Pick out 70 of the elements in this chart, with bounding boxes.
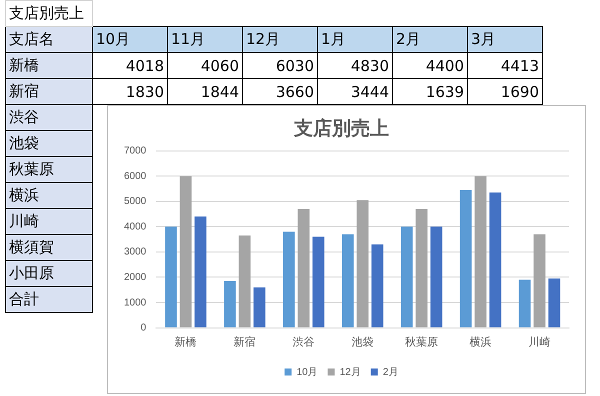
text: 1690 — [468, 78, 542, 104]
bar — [254, 287, 266, 328]
y-tick-label: 1000 — [124, 297, 147, 308]
category-label: 横須賀 — [9, 238, 54, 256]
category-label: 合計 — [9, 290, 39, 308]
text: 6030 — [242, 52, 318, 78]
category-label: 2月 — [392, 26, 468, 52]
y-tick-label: 2000 — [124, 272, 147, 283]
bar — [400, 226, 413, 328]
text: 4060 — [168, 52, 242, 78]
bar — [180, 176, 192, 328]
x-tick-label: 横浜 — [470, 335, 492, 348]
bar — [518, 280, 531, 328]
x-tick-label: 池袋 — [352, 335, 374, 348]
x-tick-label: 新橋 — [174, 335, 197, 348]
text: 1639 — [392, 78, 468, 104]
bar — [224, 281, 236, 328]
text: 4018 — [92, 52, 168, 78]
category-label: 新宿 — [9, 82, 39, 100]
bar — [342, 234, 354, 328]
category-label: 川崎 — [9, 212, 39, 230]
category-label: 横浜 — [9, 186, 39, 204]
text: 4413 — [468, 52, 542, 78]
text: 4400 — [392, 52, 468, 78]
bar — [312, 236, 324, 328]
bar — [194, 216, 206, 328]
bar — [165, 226, 177, 328]
category-label: 12月 — [242, 26, 318, 52]
category-label: 11月 — [168, 26, 242, 52]
bar — [534, 234, 546, 328]
y-tick-label: 4000 — [124, 221, 147, 232]
text: 1844 — [168, 78, 242, 104]
category-label: 小田原 — [9, 264, 54, 282]
legend-label: 12月 — [340, 366, 361, 378]
category-label: 秋葉原 — [9, 160, 54, 178]
bar — [298, 208, 310, 328]
text: 1830 — [92, 78, 168, 104]
bar — [460, 190, 472, 328]
category-label: 3月 — [468, 26, 542, 52]
y-tick-label: 0 — [140, 322, 147, 334]
category-label: 池袋 — [9, 134, 39, 152]
x-tick-label: 渋谷 — [292, 335, 315, 348]
chart-title: 支店別売上 — [293, 117, 389, 140]
bar — [283, 232, 295, 328]
text: 3444 — [318, 78, 392, 104]
text: 3660 — [242, 78, 318, 104]
bar — [238, 236, 251, 328]
bar — [474, 176, 486, 328]
text: 4830 — [318, 52, 392, 78]
y-tick-label: 3000 — [124, 246, 147, 258]
bar — [489, 192, 502, 328]
legend-label: 10月 — [296, 366, 318, 378]
y-tick-label: 7000 — [124, 146, 147, 157]
y-tick-label: 5000 — [124, 196, 147, 208]
x-tick-label: 川崎 — [528, 335, 551, 348]
category-label: 渋谷 — [9, 108, 39, 126]
x-tick-label: 新宿 — [234, 335, 256, 348]
bar — [430, 226, 442, 328]
x-tick-label: 秋葉原 — [405, 335, 438, 348]
category-label: 1月 — [318, 26, 392, 52]
bar — [371, 244, 384, 328]
category-label: 10月 — [92, 26, 168, 52]
y-tick-label: 6000 — [124, 170, 147, 182]
bar — [416, 208, 428, 328]
bar — [356, 200, 369, 328]
text: 支店別売上 — [6, 0, 92, 26]
bar — [548, 278, 560, 328]
category-label: 新橋 — [9, 56, 39, 74]
text: 支店名 — [6, 26, 92, 52]
legend-label: 2月 — [382, 366, 398, 378]
